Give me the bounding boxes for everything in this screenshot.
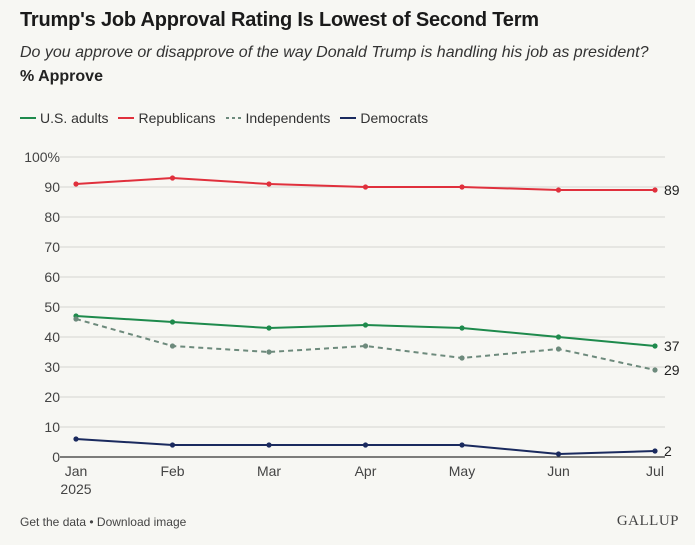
y-tick-label: 100% (24, 149, 60, 165)
measure-label: % Approve (20, 68, 103, 85)
download-image-link[interactable]: Download image (96, 515, 187, 529)
get-data-link[interactable]: Get the data (20, 515, 87, 529)
y-tick-label: 50 (44, 299, 60, 315)
data-point-democrats (73, 436, 79, 442)
legend-label: Independents (245, 110, 331, 126)
y-tick-label: 30 (44, 359, 60, 375)
x-tick-label: Jul (646, 463, 664, 479)
data-point-u-s-adults (362, 322, 369, 328)
legend-swatch (340, 117, 357, 119)
legend-swatch (20, 117, 36, 119)
end-label-democrats: 2 (664, 443, 672, 459)
data-point-independents (169, 343, 176, 349)
x-tick-label: Jun (547, 463, 570, 479)
line-chart: 0 10 20 30 40 50 60 70 80 90 100% Jan 2025 Feb Mar Apr M… (24, 149, 680, 497)
legend-item-republicans: Republicans (118, 110, 216, 126)
data-point-u-s-adults (266, 325, 272, 331)
y-tick-label: 40 (44, 329, 60, 345)
chart-subtitle: Do you approve or disapprove of the way … (20, 44, 649, 61)
legend-label: Democrats (360, 110, 429, 126)
chart-legend: U.S. adults Republicans Independents Democr… (20, 110, 428, 126)
x-tick-label: Feb (160, 463, 184, 479)
data-point-republicans (73, 181, 79, 187)
data-point-republicans (266, 181, 272, 187)
data-point-republicans (555, 187, 562, 193)
y-tick-label: 60 (44, 269, 60, 285)
data-point-independents (652, 367, 658, 373)
y-tick-label: 80 (44, 209, 60, 225)
data-point-democrats (459, 442, 465, 448)
footer-links: Get the data • Download image (20, 515, 186, 529)
data-point-republicans (169, 175, 176, 181)
series-line-u-s-adults (75, 315, 656, 347)
legend-swatch (225, 117, 242, 119)
y-tick-label: 70 (44, 239, 60, 255)
data-point-democrats (266, 442, 272, 448)
data-point-republicans (459, 184, 465, 190)
x-tick-label: May (449, 463, 475, 479)
data-point-democrats (362, 442, 369, 448)
x-tick-label: Apr (355, 463, 377, 479)
legend-item-u-s-adults: U.S. adults (20, 110, 108, 126)
x-tick-label: Jan (65, 463, 88, 479)
end-label-republicans: 89 (664, 182, 680, 198)
data-point-independents (266, 349, 272, 355)
footer-separator: • (86, 515, 97, 529)
y-tick-label: 90 (44, 179, 60, 195)
end-label-independents: 29 (664, 362, 680, 378)
data-point-independents (459, 355, 465, 361)
y-tick-label: 20 (44, 389, 60, 405)
data-point-independents (362, 343, 369, 349)
x-tick-sublabel: 2025 (60, 481, 91, 497)
legend-item-democrats: Democrats (340, 110, 428, 126)
data-point-independents (555, 346, 562, 352)
data-point-u-s-adults (459, 325, 465, 331)
y-tick-label: 10 (44, 419, 60, 435)
data-point-independents (73, 316, 79, 322)
legend-swatch (118, 117, 135, 119)
legend-label: U.S. adults (40, 110, 109, 126)
data-point-u-s-adults (555, 334, 562, 340)
data-point-u-s-adults (169, 319, 176, 325)
data-point-u-s-adults (652, 343, 658, 349)
chart-title: Trump's Job Approval Rating Is Lowest of… (20, 9, 539, 31)
end-label-u-s-adults: 37 (664, 338, 680, 354)
data-point-republicans (362, 184, 369, 190)
y-tick-label: 0 (52, 449, 60, 465)
data-point-republicans (652, 187, 658, 193)
x-tick-label: Mar (257, 463, 281, 479)
data-point-democrats (652, 448, 658, 454)
data-point-democrats (555, 451, 562, 457)
legend-item-independents: Independents (225, 110, 331, 126)
gallup-logo: GALLUP (616, 513, 679, 529)
legend-label: Republicans (138, 110, 216, 126)
data-point-democrats (169, 442, 176, 448)
